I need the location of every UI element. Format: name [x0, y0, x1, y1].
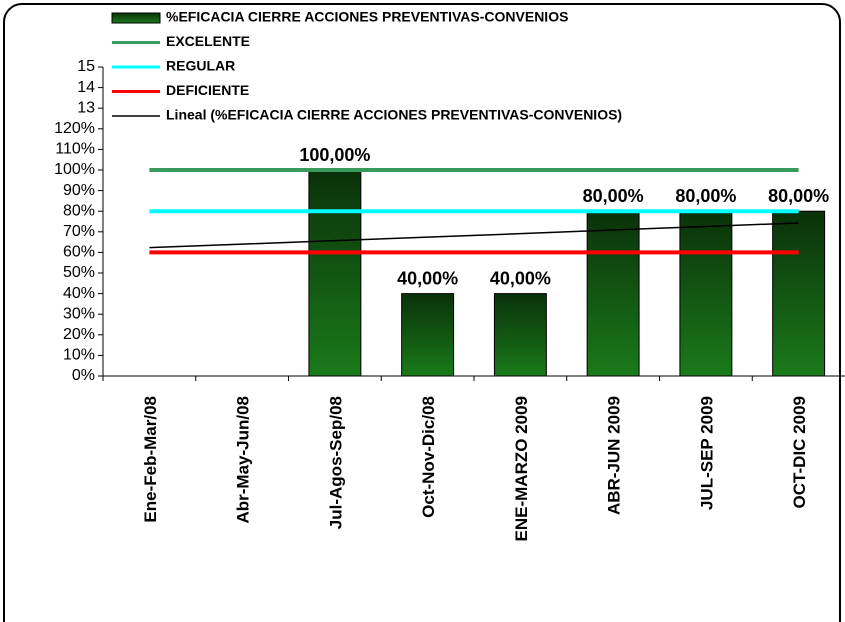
bar-shade: [308, 170, 361, 376]
bar-shade: [401, 293, 454, 376]
data-label: 80,00%: [583, 186, 644, 206]
y-tick-label: 0%: [72, 367, 95, 384]
x-tick-label: JUL-SEP 2009: [697, 396, 716, 510]
x-tick-label: Jul-Agos-Sep/08: [326, 396, 345, 529]
x-tick-label: OCT-DIC 2009: [790, 396, 809, 508]
bar-shade: [772, 211, 825, 376]
bar-shade: [679, 211, 732, 376]
x-tick-label: ENE-MARZO 2009: [512, 396, 531, 541]
bar-shade: [494, 293, 547, 376]
y-tick-label: 90%: [63, 182, 95, 199]
legend-label: DEFICIENTE: [166, 82, 249, 98]
data-label: 80,00%: [768, 186, 829, 206]
bar-shade: [587, 211, 640, 376]
legend-label: Lineal (%EFICACIA CIERRE ACCIONES PREVEN…: [166, 107, 622, 123]
legend-label: EXCELENTE: [166, 33, 250, 49]
y-tick-label: 80%: [63, 202, 95, 219]
data-label: 80,00%: [675, 186, 736, 206]
data-label: 40,00%: [490, 268, 551, 288]
legend-label: %EFICACIA CIERRE ACCIONES PREVENTIVAS-CO…: [166, 9, 568, 25]
line-series: [149, 222, 799, 249]
y-tick-label: 60%: [63, 244, 95, 261]
data-label: 40,00%: [397, 268, 458, 288]
y-tick-label: 15: [77, 58, 95, 75]
y-tick-label: 14: [77, 79, 95, 96]
y-tick-label: 30%: [63, 305, 95, 322]
y-tick-label: 40%: [63, 285, 95, 302]
legend-swatch-shade: [112, 13, 160, 23]
legend-label: REGULAR: [166, 58, 235, 74]
y-tick-label: 70%: [63, 223, 95, 240]
x-tick-label: ABR-JUN 2009: [605, 396, 624, 515]
x-tick-label: Ene-Feb-Mar/08: [141, 396, 160, 523]
y-tick-label: 120%: [54, 120, 95, 137]
x-tick-label: Oct-Nov-Dic/08: [419, 396, 438, 518]
y-tick-label: 10%: [63, 347, 95, 364]
y-tick-label: 20%: [63, 326, 95, 343]
y-tick-label: 13: [77, 99, 95, 116]
y-tick-label: 50%: [63, 264, 95, 281]
y-tick-label: 100%: [54, 161, 95, 178]
x-tick-label: Abr-May-Jun/08: [234, 396, 253, 524]
data-label: 100,00%: [299, 145, 370, 165]
y-tick-label: 110%: [55, 141, 95, 158]
